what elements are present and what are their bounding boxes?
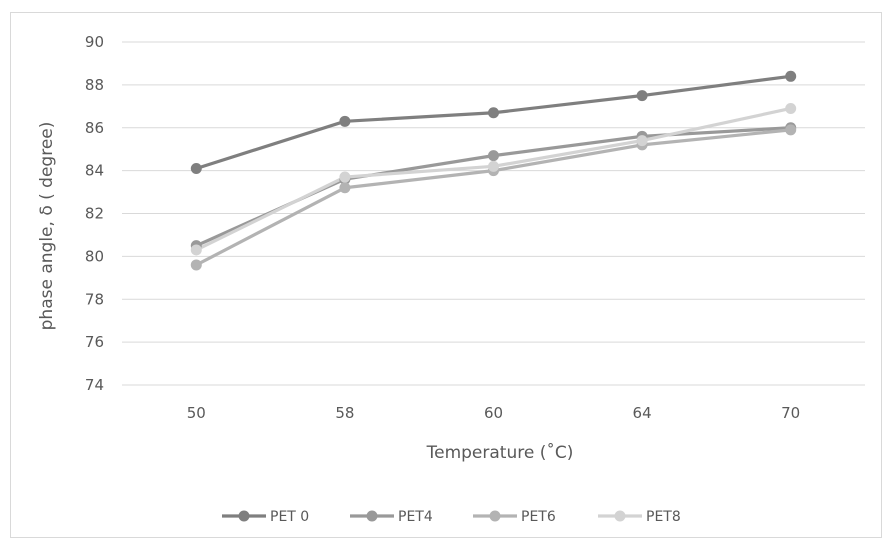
legend-item: PET8: [598, 509, 681, 525]
chart-frame: [10, 12, 882, 538]
legend-label: PET6: [521, 509, 556, 525]
y-tick-label: 76: [85, 333, 104, 351]
x-tick-label: 70: [781, 404, 800, 422]
data-point-pet8: [190, 244, 202, 256]
x-tick-label: 50: [187, 404, 206, 422]
series-points: [190, 70, 797, 271]
legend-item: PET4: [350, 509, 433, 525]
y-tick-label: 74: [85, 376, 104, 394]
x-tick-label: 64: [633, 404, 652, 422]
legend-swatch-marker: [614, 510, 626, 522]
x-axis-title: Temperature (˚C): [426, 442, 574, 463]
data-point-pet-0: [785, 70, 797, 82]
legend-label: PET 0: [270, 509, 309, 525]
y-tick-label: 82: [85, 205, 104, 223]
legend-swatch-marker: [238, 510, 250, 522]
data-point-pet4: [488, 150, 499, 162]
legend-swatch-marker: [366, 510, 378, 522]
y-tick-label: 80: [85, 247, 104, 265]
data-point-pet-0: [488, 107, 499, 119]
legend-label: PET8: [646, 509, 681, 525]
y-tick-label: 84: [85, 162, 104, 180]
legend-item: PET6: [473, 509, 556, 525]
y-tick-label: 78: [85, 290, 104, 308]
data-point-pet6: [785, 124, 797, 136]
y-tick-label: 88: [85, 76, 104, 94]
x-tick-label: 60: [484, 404, 503, 422]
x-tick-labels: 50 58 60 64 70: [187, 404, 800, 422]
x-tick-label: 58: [335, 404, 354, 422]
data-point-pet-0: [636, 90, 648, 102]
y-tick-label: 90: [85, 33, 104, 51]
data-point-pet6: [190, 259, 202, 271]
y-axis-title: phase angle, δ ( degree): [37, 122, 57, 331]
legend-swatch-marker: [489, 510, 501, 522]
legend-item: PET 0: [222, 509, 309, 525]
gridlines: [122, 41, 865, 386]
legend: PET 0 PET4 PET6 PET8: [222, 509, 681, 525]
data-point-pet8: [785, 102, 797, 114]
data-point-pet8: [339, 171, 351, 183]
series-line-pet4: [194, 126, 793, 248]
data-point-pet6: [339, 182, 351, 194]
data-point-pet8: [636, 135, 648, 147]
y-tick-labels: 74 76 78 80 82 84 86 88 90: [85, 33, 104, 394]
legend-label: PET4: [398, 509, 433, 525]
data-point-pet-0: [190, 162, 202, 174]
series-line-pet8: [194, 106, 793, 252]
y-tick-label: 86: [85, 119, 104, 137]
data-point-pet-0: [339, 115, 351, 127]
data-point-pet8: [488, 160, 499, 172]
